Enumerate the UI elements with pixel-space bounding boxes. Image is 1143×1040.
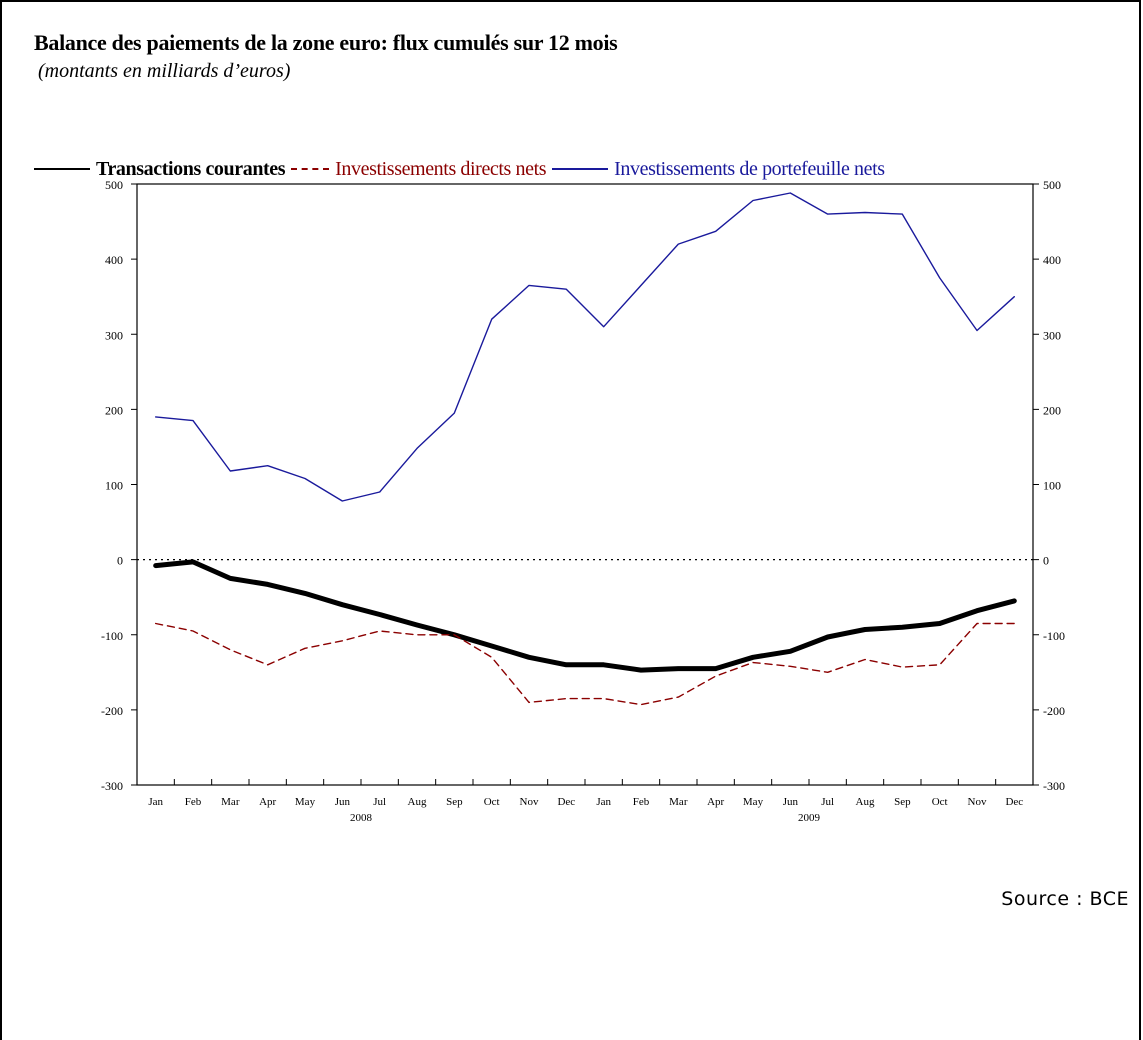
x-tick-label: Dec <box>1005 796 1023 808</box>
y-tick-label-right: 300 <box>1043 328 1061 342</box>
x-tick-label: May <box>743 796 764 808</box>
x-tick-label: Aug <box>856 796 875 808</box>
x-tick-label: Oct <box>932 796 948 808</box>
y-tick-label-right: -200 <box>1043 704 1065 718</box>
x-tick-label: Jun <box>783 796 799 808</box>
x-tick-label: Feb <box>185 796 202 808</box>
y-tick-label-left: 200 <box>105 403 123 417</box>
y-tick-label-right: 0 <box>1043 554 1049 568</box>
y-tick-label-right: 500 <box>1043 178 1061 192</box>
x-tick-label: Mar <box>669 796 688 808</box>
chart-title: Balance des paiements de la zone euro: f… <box>34 30 618 55</box>
legend-swatch-blue <box>552 168 609 170</box>
x-tick-label: Apr <box>707 796 724 808</box>
series-line-investissements-directs-nets <box>154 622 1015 706</box>
y-tick-label-right: -100 <box>1043 629 1065 643</box>
y-tick-label-left: -300 <box>101 779 123 793</box>
source-note: Source : BCE <box>1001 888 1129 910</box>
y-tick-label-left: 300 <box>105 328 123 342</box>
y-tick-label-right: 400 <box>1043 253 1061 267</box>
legend-swatch-black <box>34 168 90 170</box>
legend-item-investissements-portefeuille: Investissements de portefeuille nets <box>552 158 885 181</box>
x-tick-label: Oct <box>484 796 500 808</box>
y-tick-label-left: 400 <box>105 253 123 267</box>
y-tick-label-left: -100 <box>101 629 123 643</box>
y-tick-label-left: 100 <box>105 479 123 493</box>
x-tick-label: Nov <box>968 796 987 808</box>
x-tick-label: Sep <box>894 796 911 808</box>
x-tick-label: Jun <box>335 796 351 808</box>
x-tick-label: Dec <box>557 796 575 808</box>
x-tick-label: Jan <box>596 796 611 808</box>
x-tick-label: Apr <box>259 796 276 808</box>
plot-area <box>136 183 1034 786</box>
y-tick-label-right: -300 <box>1043 779 1065 793</box>
series-line-investissements-de-portefeuille-nets <box>154 192 1015 502</box>
series-line-transactions-courantes <box>153 559 1017 673</box>
y-tick-label-right: 100 <box>1043 479 1061 493</box>
legend-label: Transactions courantes <box>96 157 286 180</box>
x-tick-label: Jul <box>373 796 386 808</box>
legend: Transactions courantes Investissements d… <box>34 155 891 183</box>
x-tick-label: Mar <box>221 796 240 808</box>
x-tick-label: Sep <box>446 796 463 808</box>
x-tick-label: Feb <box>633 796 650 808</box>
y-tick-label-left: 0 <box>117 554 123 568</box>
legend-item-investissements-directs: Investissements directs nets <box>291 157 547 181</box>
x-tick-label: Jul <box>821 796 834 808</box>
x-tick-label: Nov <box>520 796 539 808</box>
y-tick-label-left: 500 <box>105 178 123 192</box>
x-year-label: 2008 <box>350 812 373 824</box>
legend-swatch-red-dashed <box>291 168 330 170</box>
legend-label: Investissements de portefeuille nets <box>614 157 885 180</box>
x-tick-label: Aug <box>408 796 427 808</box>
legend-label: Investissements directs nets <box>335 157 547 180</box>
x-year-label: 2009 <box>798 812 821 824</box>
y-tick-label-right: 200 <box>1043 403 1061 417</box>
y-tick-label-left: -200 <box>101 704 123 718</box>
x-tick-label: Jan <box>148 796 163 808</box>
x-tick-label: May <box>295 796 316 808</box>
chart-subtitle: (montants en milliards d’euros) <box>38 60 291 82</box>
legend-item-transactions-courantes: Transactions courantes <box>34 157 286 181</box>
